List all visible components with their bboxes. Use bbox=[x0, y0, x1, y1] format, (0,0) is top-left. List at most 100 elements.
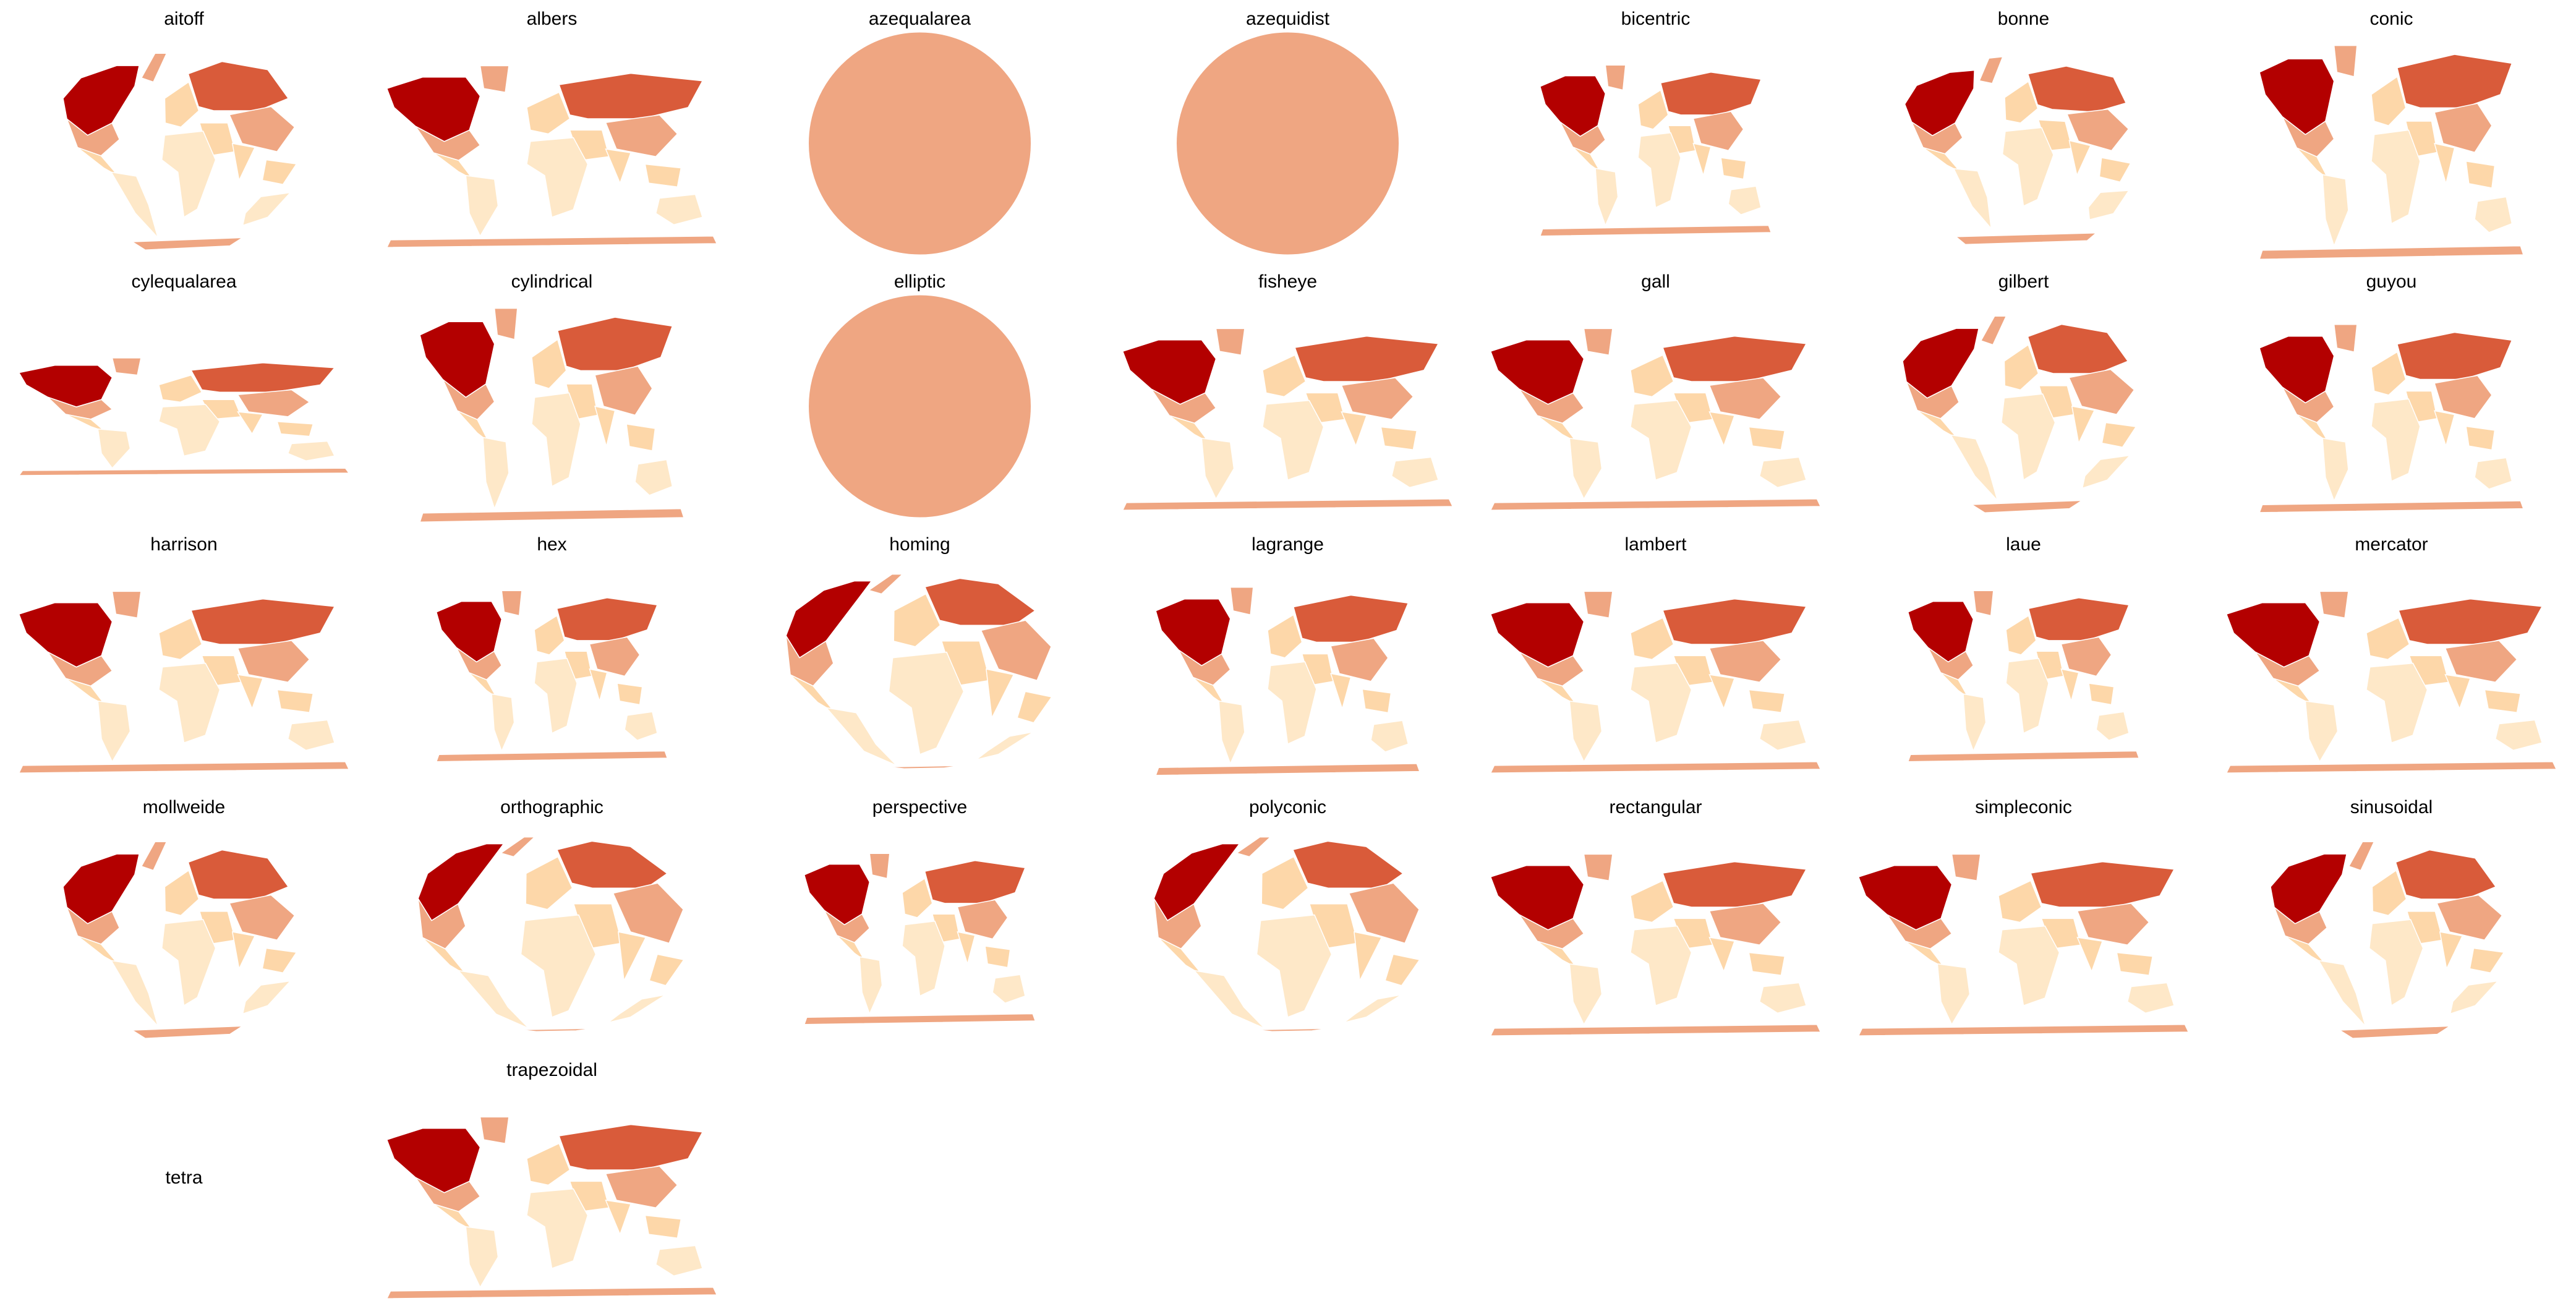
region-antarctica bbox=[130, 237, 244, 250]
region-europe bbox=[164, 81, 200, 128]
panel-title: tetra bbox=[165, 1167, 203, 1188]
region-russia bbox=[190, 362, 336, 393]
panel-title: harrison bbox=[150, 534, 218, 555]
region-india bbox=[589, 668, 608, 703]
region-africa bbox=[520, 914, 597, 1018]
region-australia bbox=[1370, 720, 1409, 753]
map-elliptic bbox=[808, 294, 1031, 518]
panel-title: cylindrical bbox=[511, 271, 593, 292]
panel-title: rectangular bbox=[1609, 797, 1702, 817]
panel-title: gall bbox=[1641, 271, 1670, 292]
region-south-america bbox=[1950, 434, 1998, 501]
region-russia bbox=[556, 597, 659, 641]
region-china bbox=[2066, 108, 2130, 151]
region-africa bbox=[1256, 914, 1333, 1018]
region-south-america bbox=[110, 960, 159, 1026]
region-greenland bbox=[1583, 328, 1613, 356]
region-greenland bbox=[1215, 328, 1245, 356]
region-antarctica bbox=[130, 1025, 244, 1039]
region-australia bbox=[655, 194, 704, 226]
panel-title: mollweide bbox=[142, 797, 226, 817]
region-europe bbox=[2003, 344, 2039, 391]
region-antarctica bbox=[1490, 498, 1822, 511]
region-south-america bbox=[482, 437, 510, 510]
map-perspective bbox=[803, 853, 1036, 1025]
region-africa bbox=[2371, 129, 2421, 224]
region-russia bbox=[2398, 598, 2543, 645]
map-mollweide bbox=[62, 841, 297, 1039]
region-europe bbox=[1998, 880, 2042, 923]
region-antarctica bbox=[18, 761, 350, 774]
map-panel-cylequalarea: cylequalarea bbox=[0, 263, 368, 526]
region-southeast-asia bbox=[262, 159, 297, 186]
region-greenland bbox=[479, 65, 510, 93]
region-greenland bbox=[1973, 590, 1994, 616]
region-greenland bbox=[2348, 841, 2375, 871]
region-greenland bbox=[868, 573, 904, 595]
map-panel-trapezoidal: trapezoidal bbox=[368, 1051, 736, 1314]
region-australia bbox=[992, 974, 1026, 1004]
region-greenland bbox=[493, 307, 518, 340]
region-china bbox=[1692, 111, 1744, 151]
map-bonne bbox=[1904, 56, 2131, 245]
region-russia bbox=[2030, 861, 2175, 908]
map-fisheye bbox=[1122, 328, 1454, 511]
region-southeast-asia bbox=[2465, 160, 2496, 189]
region-china bbox=[2068, 369, 2135, 416]
region-china bbox=[1348, 882, 1420, 944]
map-panel-conic: conic bbox=[2207, 0, 2575, 263]
region-southeast-asia bbox=[1748, 426, 1786, 451]
region-north-america-west bbox=[785, 580, 872, 659]
region-greenland bbox=[1583, 591, 1613, 619]
panel-title: bicentric bbox=[1621, 9, 1691, 29]
region-south-america bbox=[1218, 700, 1245, 765]
region-china bbox=[2434, 103, 2493, 153]
region-india bbox=[231, 143, 256, 182]
region-india bbox=[986, 668, 1015, 720]
map-mercator bbox=[2225, 591, 2557, 774]
region-europe bbox=[1261, 856, 1309, 910]
projection-disc bbox=[808, 294, 1031, 518]
map-panel-orthographic: orthographic bbox=[368, 788, 736, 1051]
map-panel-bicentric: bicentric bbox=[1472, 0, 1840, 263]
map-trapezoidal bbox=[386, 1116, 718, 1299]
region-india bbox=[1329, 673, 1352, 710]
region-south-america bbox=[1193, 970, 1265, 1029]
map-panel-rectangular: rectangular bbox=[1472, 788, 1840, 1051]
region-europe bbox=[164, 869, 200, 916]
region-china bbox=[594, 365, 653, 416]
region-europe bbox=[158, 617, 203, 660]
map-panel-fisheye: fisheye bbox=[1104, 263, 1472, 526]
map-bicentric bbox=[1539, 64, 1772, 237]
region-africa bbox=[2368, 919, 2424, 1007]
region-china bbox=[1708, 377, 1782, 420]
region-antarctica bbox=[1955, 232, 2098, 245]
region-australia bbox=[1344, 994, 1402, 1023]
region-russia bbox=[2028, 597, 2130, 641]
region-southeast-asia bbox=[2101, 422, 2137, 448]
region-antarctica bbox=[2225, 761, 2557, 774]
region-australia bbox=[287, 440, 336, 461]
projection-disc bbox=[1176, 32, 1399, 255]
region-russia bbox=[1294, 335, 1439, 382]
region-africa bbox=[158, 662, 221, 744]
region-china bbox=[2444, 640, 2518, 683]
region-south-america bbox=[1569, 700, 1603, 763]
region-russia bbox=[1662, 598, 1807, 645]
region-europe bbox=[902, 877, 933, 918]
region-india bbox=[237, 411, 264, 435]
region-australia bbox=[242, 980, 292, 1015]
region-southeast-asia bbox=[276, 420, 314, 437]
map-gall bbox=[1490, 328, 1822, 511]
map-panel-mollweide: mollweide bbox=[0, 788, 368, 1051]
region-china bbox=[2436, 894, 2503, 941]
region-greenland bbox=[501, 590, 522, 616]
region-antarctica bbox=[2338, 1025, 2452, 1039]
region-australia bbox=[242, 192, 292, 226]
region-china bbox=[605, 1166, 678, 1209]
map-cylindrical bbox=[419, 307, 685, 523]
region-europe bbox=[526, 92, 571, 135]
region-southeast-asia bbox=[276, 689, 314, 714]
region-greenland bbox=[1235, 836, 1272, 858]
map-azequalarea bbox=[808, 32, 1031, 255]
